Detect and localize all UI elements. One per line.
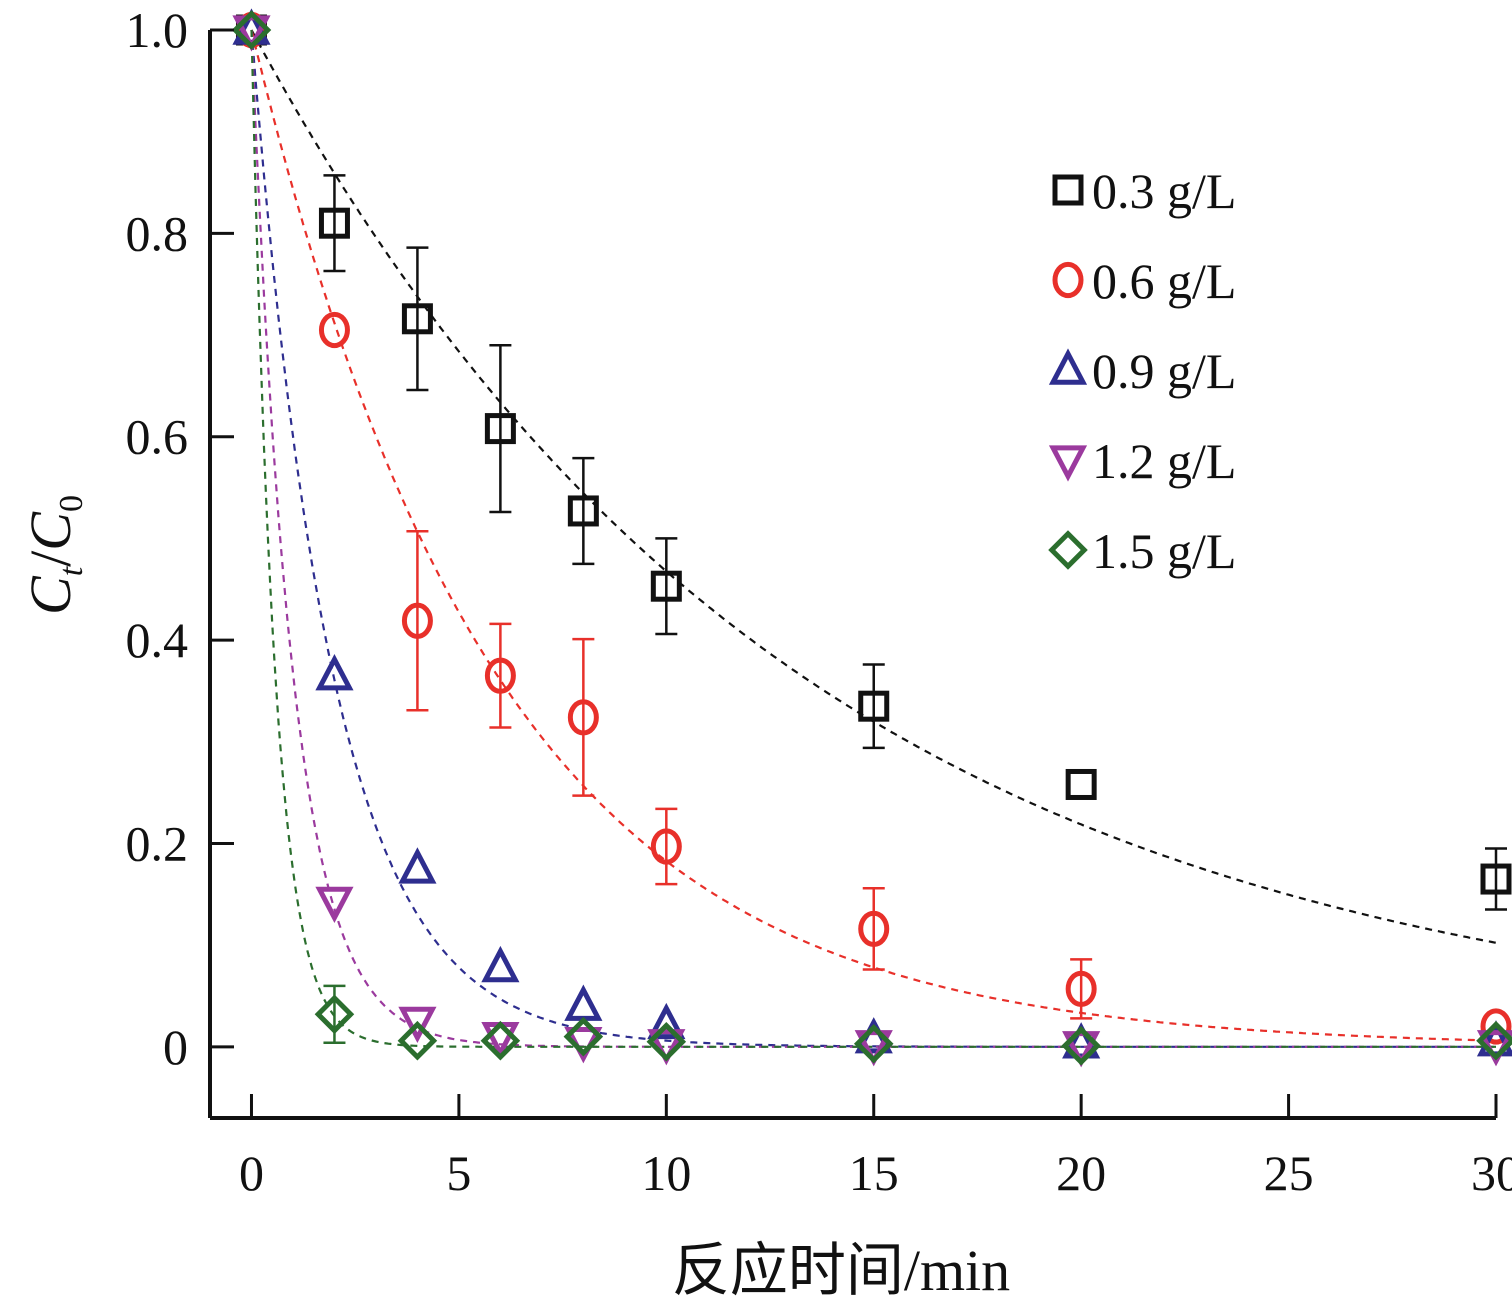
data-point <box>858 690 890 722</box>
y-tick-label: 0.6 <box>126 409 189 465</box>
fit-curve <box>250 29 1496 1048</box>
data-point <box>480 1020 521 1061</box>
legend-marker <box>1048 530 1088 570</box>
data-point <box>231 10 272 50</box>
data-point <box>315 654 354 691</box>
data-point <box>1476 1020 1512 1061</box>
legend-label: 0.6 g/L <box>1092 253 1236 309</box>
x-tick-label: 15 <box>849 1145 899 1201</box>
error-bars <box>323 174 1507 1045</box>
x-tick-label: 10 <box>641 1145 691 1201</box>
legend-label: 1.2 g/L <box>1092 433 1236 489</box>
data-point <box>853 1023 894 1064</box>
legend-label: 1.5 g/L <box>1092 523 1236 579</box>
data-point <box>858 910 890 947</box>
data-point <box>1480 863 1512 895</box>
y-tick-label: 0.4 <box>126 612 189 668</box>
y-axis-title: Ct/C0 <box>18 495 90 615</box>
data-point <box>647 1002 686 1040</box>
plot-axes <box>208 30 1496 1120</box>
data-point <box>314 994 355 1035</box>
data-point <box>401 303 433 335</box>
x-tick-label: 0 <box>239 1145 264 1201</box>
fit-curve <box>250 29 1497 944</box>
y-tick-label: 0 <box>163 1019 188 1075</box>
x-axis-title: 反应时间/min <box>672 1238 1010 1299</box>
legend: 0.3 g/L 0.6 g/L 0.9 g/L 1.2 g/L 1.5 g/L <box>1048 163 1236 579</box>
data-point <box>1065 768 1097 800</box>
legend-label: 0.3 g/L <box>1092 163 1236 219</box>
x-tick-label: 30 <box>1471 1145 1512 1201</box>
legend-marker <box>1048 445 1088 482</box>
y-tick-label: 0.8 <box>126 205 189 261</box>
data-point <box>650 828 682 865</box>
data-point <box>484 657 516 694</box>
data-point <box>484 413 516 445</box>
data-point <box>397 1020 438 1061</box>
data-point <box>398 1006 437 1044</box>
data-point <box>1061 1026 1101 1066</box>
data-points <box>231 8 1512 1068</box>
data-point <box>1062 1031 1101 1068</box>
legend-marker <box>1052 261 1084 299</box>
data-point <box>567 495 599 527</box>
y-ticks: 0 0.2 0.4 0.6 0.8 1.0 <box>126 2 234 1075</box>
x-tick-label: 20 <box>1056 1145 1106 1201</box>
data-point <box>1480 1008 1512 1045</box>
data-point <box>650 570 682 602</box>
data-point <box>318 311 350 349</box>
data-point <box>647 1029 686 1066</box>
data-point <box>315 886 354 924</box>
data-point <box>232 15 271 52</box>
legend-marker <box>1048 348 1088 385</box>
data-point <box>481 945 520 983</box>
data-point <box>646 1021 687 1062</box>
data-point <box>564 984 603 1021</box>
y-tick-label: 0.2 <box>126 815 189 871</box>
x-ticks: 0 5 10 15 20 25 30 <box>239 1094 1512 1201</box>
data-point <box>398 847 437 884</box>
legend-marker <box>1052 174 1084 206</box>
data-point <box>318 207 350 239</box>
data-point <box>1065 970 1097 1007</box>
data-point <box>401 602 433 639</box>
x-tick-label: 5 <box>446 1145 471 1201</box>
data-point <box>1062 1022 1101 1059</box>
legend-label: 0.9 g/L <box>1092 343 1236 399</box>
fit-curve <box>250 29 1496 1042</box>
x-tick-label: 25 <box>1264 1145 1314 1201</box>
data-point <box>563 1016 604 1057</box>
data-point <box>567 699 599 736</box>
data-point <box>854 1030 893 1067</box>
y-tick-label: 1.0 <box>126 2 189 58</box>
